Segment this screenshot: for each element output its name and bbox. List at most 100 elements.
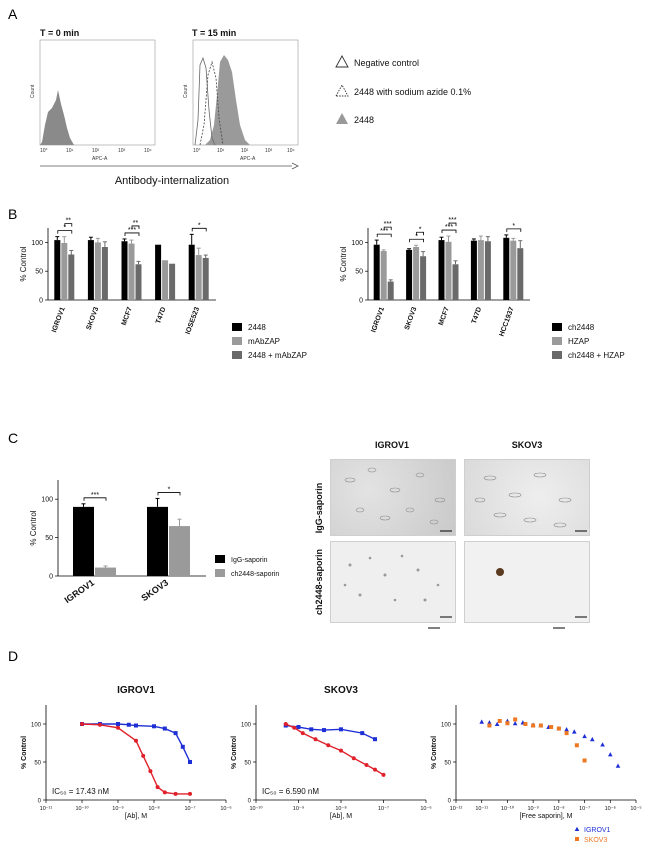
hist2-negative-control xyxy=(194,56,216,146)
data-point xyxy=(313,737,318,742)
x-axis-label: [Free saporin], M xyxy=(520,813,573,820)
data-point xyxy=(309,727,314,732)
micrograph-skov3-ch2448 xyxy=(464,541,590,623)
significance-label: *** xyxy=(445,224,453,231)
data-point xyxy=(134,738,138,743)
bar xyxy=(195,255,202,300)
data-point xyxy=(322,728,326,733)
panel-a-letter: A xyxy=(8,6,18,22)
ic50-annotation: IC₅₀ = 6.590 nM xyxy=(262,787,319,796)
x-tick-label: 10⁻⁸ xyxy=(553,805,564,812)
data-point xyxy=(549,725,554,730)
data-point xyxy=(564,731,569,736)
y-tick-label: 50 xyxy=(244,761,251,767)
legend-marker xyxy=(575,837,579,841)
bar xyxy=(406,249,413,300)
significance-label: *** xyxy=(91,492,99,499)
significance-label: * xyxy=(168,486,171,493)
y-axis-label: % Control xyxy=(231,736,238,769)
x-tick-label: 10⁻¹² xyxy=(450,806,463,812)
significance-bracket xyxy=(416,231,424,236)
bar xyxy=(128,243,135,300)
bar xyxy=(169,263,176,300)
data-point xyxy=(512,720,518,726)
bar xyxy=(477,240,484,300)
legend-label: 2448 xyxy=(248,323,266,332)
hist1-xtick-2: 10² xyxy=(92,148,100,154)
y-tick-label: 50 xyxy=(34,761,41,767)
y-tick-label: 100 xyxy=(241,723,252,729)
bar xyxy=(413,247,420,300)
data-point xyxy=(98,722,102,727)
legend-marker xyxy=(574,826,580,831)
bar xyxy=(188,244,195,300)
legend-label: IgG-saporin xyxy=(231,557,268,564)
micrograph-row-igg: IgG-saporin xyxy=(314,483,324,534)
data-point xyxy=(126,722,131,727)
x-tick-label: 10⁻¹¹ xyxy=(40,806,53,812)
y-tick-label: 50 xyxy=(444,761,451,767)
micrograph-skov3-igg xyxy=(464,459,590,536)
data-point xyxy=(556,726,561,731)
panel-c-letter: C xyxy=(8,430,19,446)
y-tick-label: 0 xyxy=(49,574,53,581)
bar xyxy=(470,240,477,300)
data-point xyxy=(523,722,528,726)
x-tick-label: 10⁻⁶ xyxy=(605,805,616,812)
significance-label: * xyxy=(415,233,418,240)
significance-label: * xyxy=(63,225,66,232)
bar xyxy=(101,247,108,300)
x-tick-label: 10⁻⁷ xyxy=(378,805,389,812)
data-point xyxy=(351,756,356,761)
panel-d-letter: D xyxy=(8,648,19,664)
data-point xyxy=(292,725,297,730)
significance-bracket xyxy=(441,229,457,234)
significance-label: *** xyxy=(384,221,392,228)
x-tick-label: 10⁻⁹ xyxy=(527,805,538,812)
bar xyxy=(373,244,380,300)
y-tick-label: 100 xyxy=(351,240,363,247)
significance-bracket xyxy=(506,228,522,232)
significance-label: *** xyxy=(448,217,456,224)
bar xyxy=(54,240,61,300)
legend-swatch xyxy=(215,569,225,577)
bar xyxy=(484,241,491,300)
significance-bracket xyxy=(448,222,457,227)
x-tick-label: 10⁻⁵ xyxy=(630,805,641,812)
legend-label: ch2448 + HZAP xyxy=(568,351,625,360)
y-tick-label: 50 xyxy=(355,269,363,276)
data-point xyxy=(283,722,288,726)
arrow-head xyxy=(291,162,299,170)
hist1-peak xyxy=(40,90,74,145)
data-point xyxy=(173,791,178,796)
x-tick-label: 10⁻¹⁰ xyxy=(249,805,263,812)
x-axis-label: [Ab], M xyxy=(330,813,352,820)
micrograph-igrov1-ch2448 xyxy=(330,541,456,623)
significance-bracket xyxy=(409,238,424,243)
y-tick-label: 0 xyxy=(448,799,452,805)
x-tick-label: 10⁻¹⁰ xyxy=(501,805,515,812)
data-point xyxy=(80,722,84,726)
legend-sodium-azide: 2448 with sodium azide 0.1% xyxy=(354,87,471,97)
y-tick-label: 100 xyxy=(41,497,53,504)
data-point xyxy=(582,758,587,763)
data-point xyxy=(373,737,377,742)
data-point xyxy=(494,721,500,726)
data-point xyxy=(162,726,167,731)
x-tick-label: 10⁻⁷ xyxy=(184,805,195,812)
significance-bracket xyxy=(376,233,392,238)
legend-swatch xyxy=(232,351,242,359)
y-axis-label: % Control xyxy=(339,246,348,281)
bar xyxy=(169,526,190,576)
data-point xyxy=(188,760,192,764)
bar xyxy=(387,281,394,300)
bar xyxy=(61,242,68,300)
legend-negative-control: Negative control xyxy=(354,58,419,68)
panel-a-caption: Antibody-internalization xyxy=(115,175,229,187)
hist2-title: T = 15 min xyxy=(192,28,236,38)
